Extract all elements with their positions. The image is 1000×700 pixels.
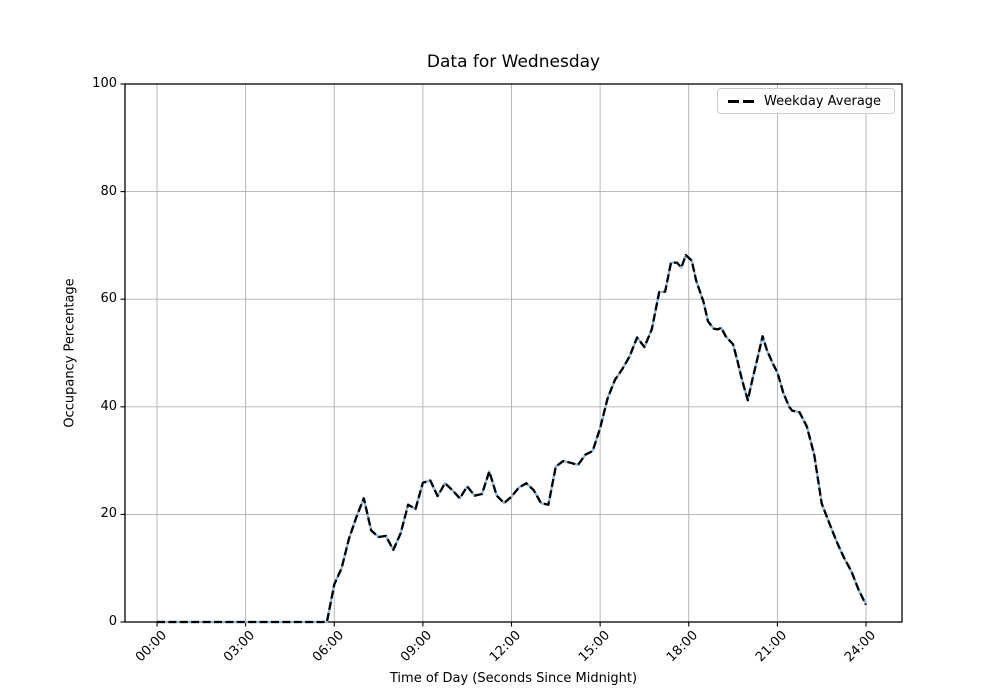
y-tick-label: 0 xyxy=(108,614,117,629)
axes-frame xyxy=(124,83,903,623)
y-tick-label: 20 xyxy=(100,506,117,522)
legend: Weekday Average xyxy=(717,88,895,114)
x-axis-label: Time of Day (Seconds Since Midnight) xyxy=(389,671,638,686)
y-tick-label: 40 xyxy=(100,398,117,414)
weekday-average-line xyxy=(157,253,868,624)
y-tick-label: 80 xyxy=(100,183,117,199)
chart-title: Data for Wednesday xyxy=(426,52,601,72)
y-tick-label: 60 xyxy=(100,291,117,307)
legend-label: Weekday Average xyxy=(764,93,882,109)
y-tick-label: 100 xyxy=(92,76,117,91)
dashed-line-icon xyxy=(728,99,754,103)
